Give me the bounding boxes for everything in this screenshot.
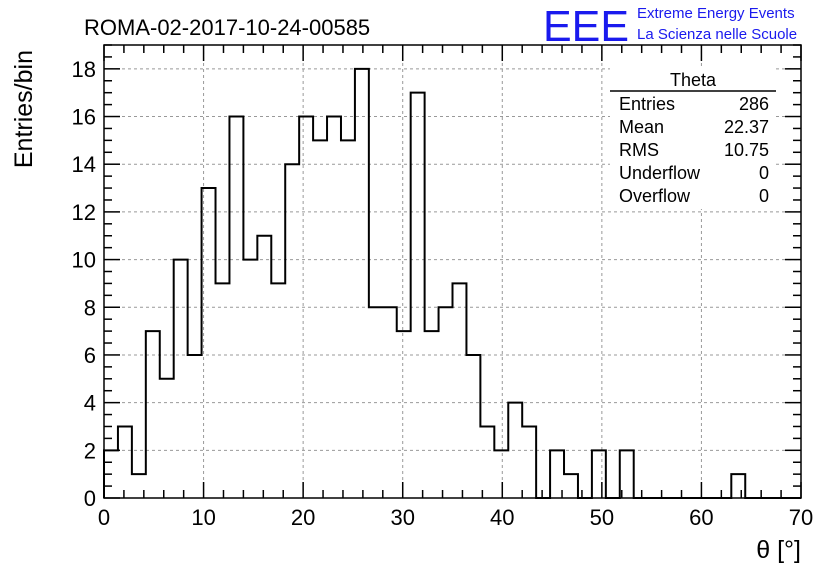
y-axis-title: Entries/bin (10, 50, 38, 168)
stats-value-overflow: 0 (759, 186, 769, 206)
y-tick-label: 10 (72, 248, 96, 273)
stats-value-entries: 286 (739, 94, 769, 114)
stats-label-entries: Entries (619, 94, 675, 114)
stats-box: Theta Entries 286 Mean 22.37 RMS 10.75 U… (610, 68, 776, 209)
stats-box-title: Theta (670, 70, 717, 90)
y-tick-label: 4 (84, 391, 96, 416)
y-tick-label: 12 (72, 200, 96, 225)
logo: EEE Extreme Energy Events La Scienza nel… (543, 2, 797, 51)
stats-value-underflow: 0 (759, 163, 769, 183)
x-tick-label: 70 (789, 505, 813, 530)
histogram-outline (103, 67, 801, 499)
chart-title: ROMA-02-2017-10-24-00585 (84, 15, 370, 40)
x-axis-title: θ [°] (756, 536, 801, 564)
y-tick-label: 0 (84, 486, 96, 511)
logo-line-1: Extreme Energy Events (637, 5, 795, 22)
y-tick-label: 14 (72, 152, 96, 177)
x-tick-label: 0 (98, 505, 110, 530)
x-tick-label: 60 (689, 505, 713, 530)
x-tick-label: 50 (590, 505, 614, 530)
x-tick-label: 30 (390, 505, 414, 530)
stats-value-mean: 22.37 (724, 117, 769, 137)
y-tick-label: 18 (72, 57, 96, 82)
stats-label-overflow: Overflow (619, 186, 691, 206)
logo-line-2: La Scienza nelle Scuole (637, 26, 797, 43)
stats-label-underflow: Underflow (619, 163, 701, 183)
y-tick-label: 8 (84, 295, 96, 320)
x-tick-label: 20 (291, 505, 315, 530)
stats-label-rms: RMS (619, 140, 659, 160)
y-tick-label: 2 (84, 438, 96, 463)
x-tick-label: 10 (191, 505, 215, 530)
stats-label-mean: Mean (619, 117, 664, 137)
histogram-layer (103, 67, 801, 499)
logo-mark: EEE (543, 2, 629, 51)
y-tick-label: 6 (84, 343, 96, 368)
stats-value-rms: 10.75 (724, 140, 769, 160)
x-tick-label: 40 (490, 505, 514, 530)
tick-layer: 0 10 20 30 40 50 60 70 0 2 4 6 8 10 12 14 16 18 (72, 44, 813, 530)
y-tick-label: 16 (72, 105, 96, 130)
